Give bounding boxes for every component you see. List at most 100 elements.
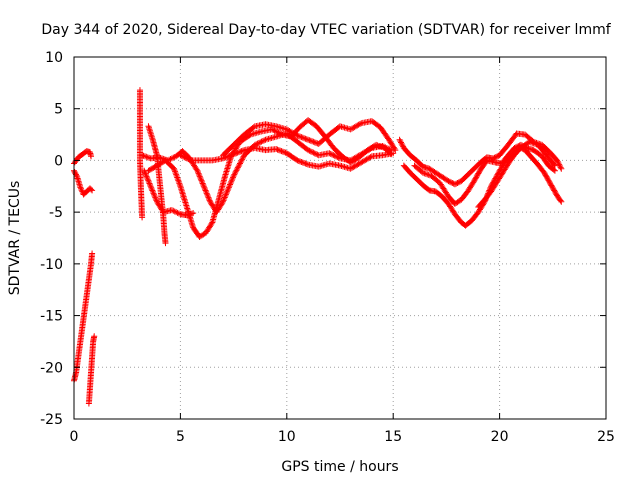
data-point xyxy=(231,150,238,157)
x-axis-label: GPS time / hours xyxy=(281,459,398,475)
data-point xyxy=(170,154,177,161)
data-point xyxy=(276,130,283,137)
data-point xyxy=(194,167,201,174)
data-point xyxy=(272,128,279,135)
data-point xyxy=(145,177,152,184)
data-point xyxy=(546,179,553,186)
data-point xyxy=(329,151,336,158)
data-point xyxy=(425,171,432,178)
data-point xyxy=(203,190,210,197)
data-point xyxy=(193,166,200,173)
data-point xyxy=(147,183,154,190)
data-point xyxy=(221,195,228,202)
data-point xyxy=(239,156,246,163)
data-point xyxy=(376,142,383,149)
data-point xyxy=(310,149,317,156)
data-point xyxy=(302,160,309,167)
data-point xyxy=(313,150,320,157)
data-point xyxy=(223,153,230,160)
data-point xyxy=(162,240,169,247)
data-point xyxy=(305,147,312,154)
data-point xyxy=(476,169,483,176)
data-point xyxy=(557,164,564,171)
data-point xyxy=(195,170,202,177)
data-point xyxy=(274,146,281,153)
data-point xyxy=(225,153,232,160)
data-point xyxy=(424,171,431,178)
data-point xyxy=(255,139,262,146)
data-point xyxy=(558,198,565,205)
data-point xyxy=(526,138,533,145)
data-point xyxy=(475,170,482,177)
data-point xyxy=(239,155,246,162)
data-point xyxy=(311,139,318,146)
data-point xyxy=(226,152,233,159)
data-point xyxy=(444,177,451,184)
data-point xyxy=(139,152,146,159)
data-point xyxy=(227,181,234,188)
data-point xyxy=(314,140,321,147)
data-point xyxy=(186,156,193,163)
data-point xyxy=(78,187,85,194)
data-point xyxy=(532,140,539,147)
data-point xyxy=(173,173,180,180)
data-point xyxy=(175,210,182,217)
y-tick-label: -20 xyxy=(40,360,63,376)
data-point xyxy=(275,147,282,154)
x-tick-label: 10 xyxy=(278,429,296,445)
data-point xyxy=(554,157,561,164)
data-point xyxy=(199,180,206,187)
data-point xyxy=(273,146,280,153)
data-point xyxy=(306,147,313,154)
data-point xyxy=(303,161,310,168)
data-point xyxy=(203,188,210,195)
series-arc12 xyxy=(396,130,565,188)
series-arc11 xyxy=(219,118,399,159)
data-point xyxy=(278,130,285,137)
data-point xyxy=(554,158,561,165)
data-point xyxy=(392,147,399,154)
data-point xyxy=(170,207,177,214)
series-arc7 xyxy=(145,123,169,247)
series-arc3 xyxy=(71,250,96,384)
data-point xyxy=(235,163,242,170)
data-point xyxy=(142,172,149,179)
data-point xyxy=(549,185,556,192)
data-point xyxy=(197,176,204,183)
data-point xyxy=(77,184,84,191)
data-point xyxy=(238,157,245,164)
data-point xyxy=(473,173,480,180)
data-point xyxy=(196,172,203,179)
data-point xyxy=(551,161,558,168)
y-tick-label: 5 xyxy=(54,102,63,118)
data-point xyxy=(298,158,305,165)
data-point xyxy=(167,156,174,163)
data-point xyxy=(237,148,244,155)
data-point xyxy=(558,165,565,172)
data-point xyxy=(148,184,155,191)
data-point xyxy=(543,173,550,180)
data-point xyxy=(293,131,300,138)
data-point xyxy=(455,179,462,186)
data-point xyxy=(200,183,207,190)
data-point xyxy=(202,187,209,194)
data-point xyxy=(145,179,152,186)
data-point xyxy=(230,172,237,179)
data-point xyxy=(398,140,405,147)
data-point xyxy=(471,176,478,183)
data-point xyxy=(168,155,175,162)
data-point xyxy=(168,207,175,214)
data-point xyxy=(199,179,206,186)
data-point xyxy=(225,184,232,191)
series-arc14 xyxy=(411,141,558,207)
data-point xyxy=(548,182,555,189)
data-point xyxy=(294,157,301,164)
data-point xyxy=(144,176,151,183)
data-point xyxy=(279,148,286,155)
data-point xyxy=(172,168,179,175)
data-point xyxy=(233,150,240,157)
data-point xyxy=(173,171,180,178)
data-point xyxy=(184,155,191,162)
data-point xyxy=(529,139,536,146)
data-point xyxy=(88,186,95,193)
